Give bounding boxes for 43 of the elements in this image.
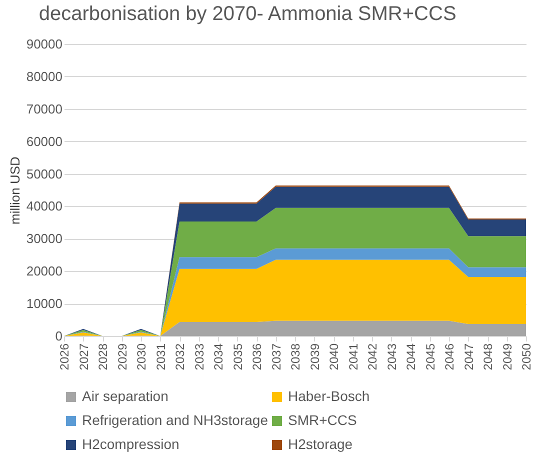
- x-tick-label: 2043: [384, 343, 399, 370]
- x-tick-label: 2041: [346, 343, 360, 370]
- x-tick-label: 2027: [76, 343, 91, 370]
- x-tick-label: 2040: [327, 343, 341, 370]
- x-tick-label: 2036: [250, 343, 264, 370]
- y-tick-label: 60000: [26, 134, 62, 149]
- chart-title: decarbonisation by 2070- Ammonia SMR+CCS: [38, 3, 456, 25]
- x-tick-label: 2042: [366, 343, 380, 370]
- y-tick-label: 40000: [26, 198, 62, 214]
- y-tick-label: 10000: [26, 296, 62, 312]
- x-tick-label: 2032: [173, 343, 187, 370]
- y-tick-label: 50000: [26, 166, 62, 182]
- y-tick-label: 0: [55, 328, 62, 344]
- x-tick-label: 2026: [58, 343, 72, 370]
- x-tick-label: 2028: [96, 343, 110, 370]
- x-tick-label: 2039: [308, 343, 322, 370]
- x-tick-label: 2050: [520, 343, 534, 370]
- x-tick-label: 2047: [462, 343, 476, 370]
- y-tick-label: 20000: [26, 264, 62, 279]
- x-tick-label: 2046: [442, 343, 456, 370]
- x-tick-label: 2049: [500, 343, 514, 370]
- x-tick-label: 2045: [423, 343, 438, 370]
- x-tick-label: 2033: [192, 343, 206, 370]
- y-tick-label: 80000: [26, 68, 62, 84]
- y-axis-title: million USD: [7, 156, 22, 224]
- y-tick-label: 30000: [26, 231, 62, 246]
- legend-label: Haber-Bosch: [288, 388, 370, 404]
- y-tick-label: 90000: [26, 36, 62, 52]
- x-tick-label: 2048: [481, 343, 495, 370]
- x-tick-label: 2034: [212, 343, 226, 370]
- legend-label: Air separation: [82, 388, 168, 404]
- x-tick-label: 2029: [115, 343, 130, 370]
- legend-label: H2storage: [288, 436, 353, 452]
- legend-label: H2compression: [82, 436, 180, 452]
- legend-label: Refrigeration and NH3storage: [82, 412, 268, 428]
- x-tick-label: 2031: [154, 343, 168, 370]
- x-tick-label: 2035: [230, 343, 245, 370]
- legend-label: SMR+CCS: [288, 412, 357, 428]
- x-tick-label: 2038: [288, 343, 302, 370]
- x-tick-label: 2037: [269, 343, 284, 370]
- x-tick-label: 2044: [404, 343, 418, 370]
- y-tick-label: 70000: [26, 101, 62, 116]
- x-tick-label: 2030: [134, 343, 148, 370]
